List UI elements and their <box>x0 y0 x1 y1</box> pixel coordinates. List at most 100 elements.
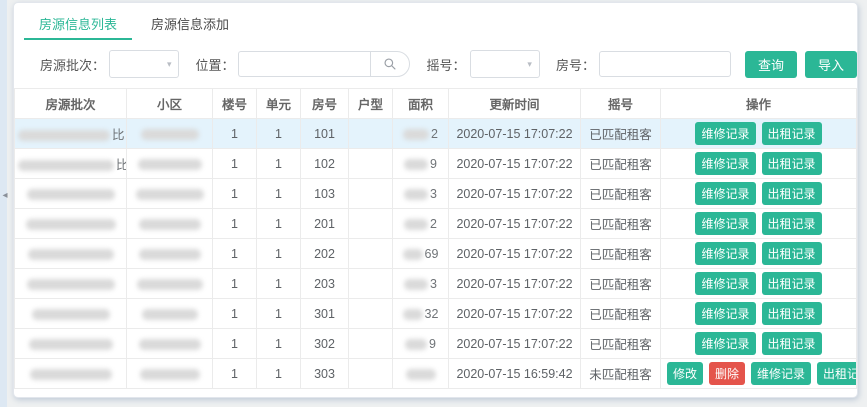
redacted-text <box>138 218 201 230</box>
cell-batch <box>14 178 127 209</box>
redacted-text <box>404 188 429 200</box>
rent-button[interactable]: 出租记录 <box>817 362 856 385</box>
cell-room: 101 <box>300 118 349 149</box>
redacted-text <box>26 278 115 290</box>
cell-room: 303 <box>300 358 349 389</box>
rent-button[interactable]: 出租记录 <box>761 152 822 175</box>
cell-lottery-status: 已匹配租客 <box>580 208 661 239</box>
cell-unit: 1 <box>256 268 301 299</box>
cell-area: 9 <box>392 148 449 179</box>
chevron-down-icon: ▾ <box>166 58 172 69</box>
column-header-7: 更新时间 <box>448 88 581 119</box>
edit-button[interactable]: 修改 <box>667 362 704 385</box>
cell-building: 1 <box>212 178 257 209</box>
cell-house-type <box>348 178 393 209</box>
query-button[interactable]: 查询 <box>744 50 797 78</box>
column-header-0: 房源批次 <box>14 88 127 119</box>
cell-area: 69 <box>392 238 449 269</box>
rent-button[interactable]: 出租记录 <box>761 272 822 295</box>
repair-button[interactable]: 维修记录 <box>695 242 756 265</box>
cell-lottery-status: 已匹配租客 <box>580 268 661 299</box>
table-row: 1 1 203 3 2020-07-15 17:07:22 已匹配租客 维修记录 出租记录 <box>14 268 857 299</box>
cell-building: 1 <box>212 208 257 239</box>
rent-button[interactable]: 出租记录 <box>761 242 822 265</box>
column-header-3: 单元 <box>256 88 301 119</box>
cell-area: 3 <box>392 178 449 209</box>
tab-housing-list[interactable]: 房源信息列表 <box>24 3 133 40</box>
lottery-select[interactable]: ▾ <box>469 50 540 78</box>
rent-button[interactable]: 出租记录 <box>761 332 822 355</box>
search-button[interactable] <box>370 51 411 77</box>
cell-room: 103 <box>300 178 349 209</box>
repair-button[interactable]: 维修记录 <box>695 122 756 145</box>
repair-button[interactable]: 维修记录 <box>695 152 756 175</box>
rent-button[interactable]: 出租记录 <box>761 122 822 145</box>
repair-button[interactable]: 维修记录 <box>695 182 756 205</box>
cell-actions: 维修记录 出租记录 <box>660 328 857 359</box>
cell-updated-time: 2020-07-15 17:07:22 <box>448 208 581 239</box>
cell-batch <box>14 238 127 269</box>
cell-updated-time: 2020-07-15 17:07:22 <box>448 328 581 359</box>
tab-housing-add[interactable]: 房源信息添加 <box>151 17 230 32</box>
cell-actions: 维修记录 出租记录 <box>660 298 857 329</box>
cell-unit: 1 <box>256 148 301 179</box>
housing-table: 房源批次 小区 楼号 单元 房号 户型 面积 更新时间 摇号 操作 比 1 1 101 2 2020-07-… <box>14 88 857 389</box>
batch-select[interactable]: ▾ <box>109 50 180 78</box>
cell-community <box>126 238 213 269</box>
cell-room: 203 <box>300 268 349 299</box>
redacted-text <box>18 160 114 172</box>
redacted-text <box>404 218 429 230</box>
table-row: 比 1 1 101 2 2020-07-15 17:07:22 已匹配租客 维修记录 出租记录 <box>14 118 857 149</box>
redacted-text <box>141 308 198 320</box>
redacted-text <box>31 308 110 320</box>
rent-button[interactable]: 出租记录 <box>761 212 822 235</box>
cell-updated-time: 2020-07-15 17:07:22 <box>448 178 581 209</box>
column-header-1: 小区 <box>126 88 213 119</box>
rent-button[interactable]: 出租记录 <box>761 182 822 205</box>
location-search-group <box>238 51 411 77</box>
cell-actions: 维修记录 出租记录 <box>660 118 857 149</box>
partial-text: 比 <box>116 158 126 172</box>
repair-button[interactable]: 维修记录 <box>695 332 756 355</box>
partial-text: 比 <box>112 128 125 142</box>
location-input[interactable] <box>238 51 371 77</box>
housing-table-wrap: 房源批次 小区 楼号 单元 房号 户型 面积 更新时间 摇号 操作 比 1 1 101 2 2020-07-… <box>14 88 857 389</box>
table-row: 1 1 302 9 2020-07-15 17:07:22 已匹配租客 维修记录 出租记录 <box>14 328 857 359</box>
cell-unit: 1 <box>256 208 301 239</box>
cell-room: 201 <box>300 208 349 239</box>
cell-actions: 修改删除维修记录出租记录 <box>660 358 857 389</box>
cell-updated-time: 2020-07-15 17:07:22 <box>448 298 581 329</box>
redacted-text <box>138 248 201 260</box>
filter-bar: 房源批次： ▾ 位置： 摇号： ▾ 房号： 查询 导入 <box>14 40 857 88</box>
cell-room: 102 <box>300 148 349 179</box>
delete-button[interactable]: 删除 <box>709 362 746 385</box>
cell-batch <box>14 298 127 329</box>
repair-button[interactable]: 维修记录 <box>695 212 756 235</box>
cell-unit: 1 <box>256 328 301 359</box>
cell-community <box>126 178 213 209</box>
repair-button[interactable]: 维修记录 <box>695 302 756 325</box>
cell-actions: 维修记录 出租记录 <box>660 268 857 299</box>
cell-area <box>392 358 449 389</box>
cell-building: 1 <box>212 268 257 299</box>
cell-lottery-status: 已匹配租客 <box>580 238 661 269</box>
redacted-text <box>405 368 436 380</box>
partial-text: 9 <box>430 156 437 171</box>
cell-community <box>126 328 213 359</box>
cell-room: 202 <box>300 238 349 269</box>
redacted-text <box>26 188 115 200</box>
rent-button[interactable]: 出租记录 <box>761 302 822 325</box>
sidebar-collapse-arrow-icon[interactable]: ◂ <box>2 190 8 201</box>
cell-actions: 维修记录 出租记录 <box>660 178 857 209</box>
column-header-9: 操作 <box>660 88 857 119</box>
cell-updated-time: 2020-07-15 17:07:22 <box>448 238 581 269</box>
import-button[interactable]: 导入 <box>804 50 857 78</box>
repair-button[interactable]: 维修记录 <box>751 362 812 385</box>
table-header-row: 房源批次 小区 楼号 单元 房号 户型 面积 更新时间 摇号 操作 <box>14 88 857 119</box>
partial-text: 32 <box>424 306 439 321</box>
column-header-5: 户型 <box>348 88 393 119</box>
repair-button[interactable]: 维修记录 <box>695 272 756 295</box>
column-header-4: 房号 <box>300 88 349 119</box>
redacted-text <box>138 338 201 350</box>
room-number-input[interactable] <box>598 51 731 77</box>
